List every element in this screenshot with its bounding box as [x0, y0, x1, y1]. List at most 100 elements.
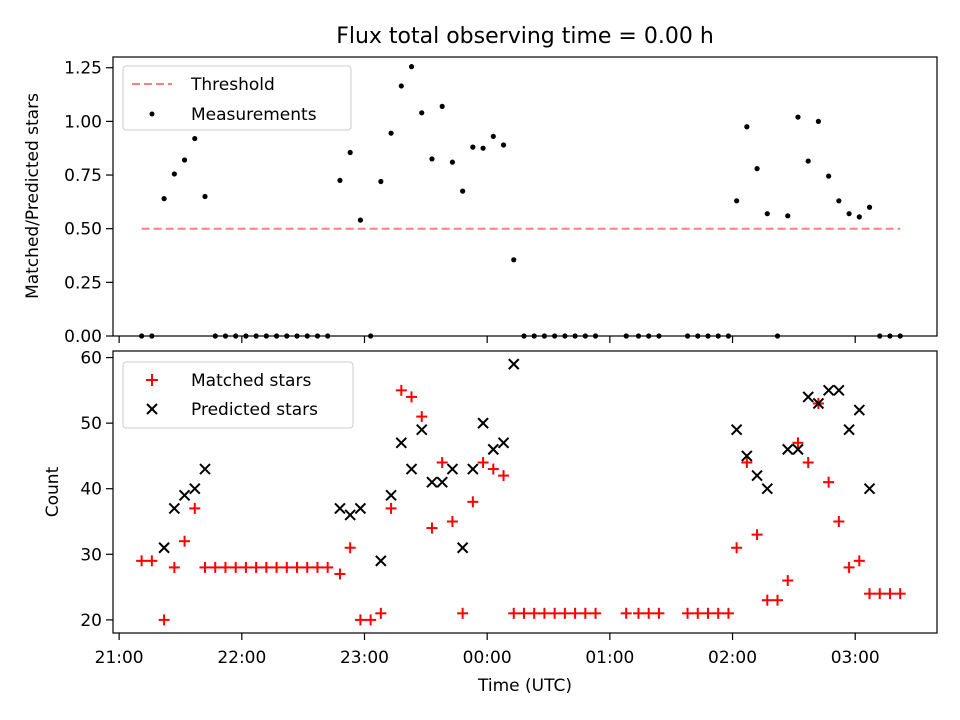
- ratio-y-tick-label: 0.75: [64, 166, 102, 186]
- matched-star-point: [894, 588, 906, 600]
- matched-star-point: [199, 561, 211, 573]
- matched-star-point: [354, 614, 366, 626]
- predicted-star-point: [168, 502, 181, 515]
- measurement-point: [398, 83, 404, 89]
- measurement-point: [263, 333, 269, 339]
- measurement-point: [325, 333, 331, 339]
- predicted-star-point: [741, 450, 753, 462]
- matched-star-point: [406, 391, 418, 403]
- matched-star-point: [385, 502, 397, 514]
- measurement-point: [368, 333, 374, 339]
- measurement-point: [684, 333, 691, 339]
- matched-star-point: [334, 568, 346, 580]
- measurement-point: [695, 333, 701, 339]
- legend-predicted-swatch: [146, 403, 158, 415]
- matched-star-point: [508, 607, 520, 619]
- count-y-tick-label: 50: [80, 414, 102, 434]
- measurement-point: [541, 333, 548, 339]
- measurement-point: [273, 333, 280, 339]
- count-y-label: Count: [43, 466, 63, 517]
- ratio-y-tick-label: 0.00: [64, 327, 102, 347]
- matched-star-point: [240, 561, 252, 573]
- measurement-point: [347, 149, 353, 156]
- predicted-star-point: [761, 483, 773, 495]
- ratio-y-tick-label: 0.25: [64, 273, 102, 293]
- predicted-star-point: [833, 384, 845, 397]
- measurement-point: [897, 333, 903, 339]
- ratio-legend-box: [122, 65, 352, 131]
- measurement-point: [233, 333, 239, 339]
- measurement-point: [149, 333, 155, 339]
- measurement-points: [139, 64, 903, 339]
- ratio-panel: 0.00 0.25 0.50 0.75 1.00 1.25 Matched/Predict…: [23, 56, 938, 347]
- predicted-star-point: [467, 463, 479, 475]
- matched-star-point: [311, 561, 323, 573]
- matched-star-point: [579, 607, 591, 619]
- matched-star-point: [802, 456, 814, 468]
- count-panel: 20 30 40 50 60 21:00 22:00 23:00 00:00 01:00 02:0…: [43, 349, 938, 696]
- matched-star-point: [884, 588, 896, 600]
- measurement-point: [192, 135, 198, 142]
- predicted-star-point: [487, 443, 500, 456]
- legend-matched-swatch: [146, 374, 158, 386]
- matched-star-point: [260, 561, 272, 573]
- measurement-point: [212, 333, 218, 339]
- measurement-point: [243, 333, 249, 339]
- predicted-stars-points: [158, 358, 876, 567]
- predicted-star-point: [497, 437, 510, 449]
- measurement-point: [656, 333, 662, 339]
- matched-star-point: [653, 607, 665, 619]
- measurement-point: [846, 211, 852, 217]
- matched-star-point: [864, 588, 876, 600]
- measurement-point: [253, 333, 259, 339]
- predicted-star-point: [730, 423, 743, 436]
- measurement-point: [866, 204, 873, 210]
- measurement-point: [357, 217, 364, 223]
- predicted-star-point: [863, 483, 876, 495]
- matched-star-point: [682, 607, 694, 619]
- matched-star-point: [477, 456, 489, 468]
- matched-star-point: [291, 561, 303, 573]
- predicted-star-point: [405, 463, 418, 475]
- count-legend-box: [122, 361, 354, 429]
- predicted-star-point: [802, 391, 814, 403]
- matched-star-point: [322, 561, 334, 573]
- matched-star-point: [549, 607, 561, 619]
- predicted-star-point: [375, 555, 387, 567]
- matched-star-point: [230, 561, 242, 573]
- measurement-point: [304, 333, 310, 339]
- matched-star-point: [301, 561, 313, 573]
- legend-threshold-label: Threshold: [190, 75, 275, 95]
- matched-star-point: [853, 555, 865, 567]
- measurement-point: [856, 214, 862, 220]
- legend-predicted-label: Predicted stars: [191, 400, 318, 420]
- measurement-point: [521, 333, 527, 339]
- matched-star-point: [375, 607, 387, 619]
- matched-star-point: [168, 561, 180, 573]
- measurement-point: [480, 145, 486, 151]
- measurement-point: [715, 333, 721, 339]
- matched-star-point: [590, 607, 602, 619]
- ratio-y-tick-label: 0.50: [64, 220, 102, 240]
- matched-star-point: [643, 607, 655, 619]
- count-y-tick-label: 20: [80, 611, 102, 631]
- matched-star-point: [365, 614, 377, 626]
- matched-star-point: [632, 607, 644, 619]
- measurement-point: [725, 333, 732, 339]
- measurement-point: [419, 110, 425, 116]
- matched-star-point: [498, 470, 510, 482]
- measurement-point: [429, 156, 435, 162]
- matched-star-point: [569, 607, 581, 619]
- matched-star-point: [189, 502, 201, 514]
- measurement-point: [592, 333, 599, 339]
- legend-measurements-label: Measurements: [191, 105, 317, 125]
- matched-star-point: [528, 607, 540, 619]
- matched-star-point: [271, 561, 283, 573]
- measurement-point: [785, 213, 791, 219]
- count-y-tick-label: 40: [80, 480, 102, 500]
- ratio-y-tick-label: 1.00: [64, 112, 102, 132]
- count-x-tick-label: 01:00: [585, 648, 634, 668]
- matched-star-point: [741, 456, 753, 468]
- matched-star-point: [146, 555, 158, 567]
